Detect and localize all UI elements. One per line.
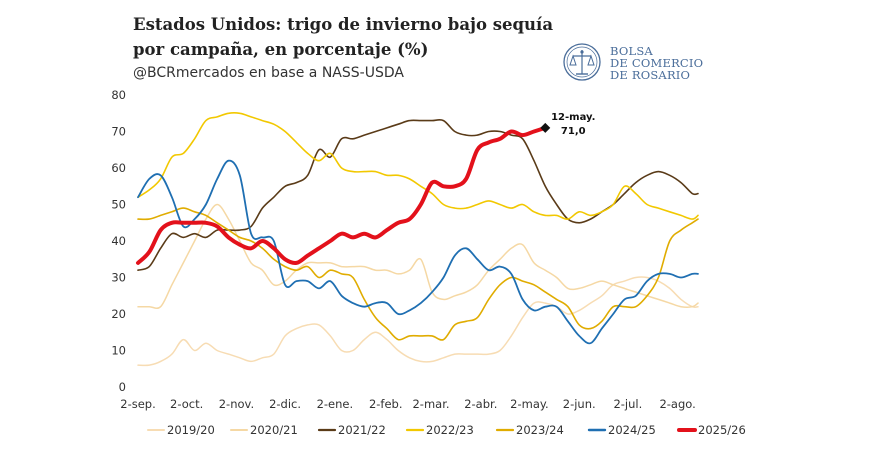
x-tick-label: 2-mar. bbox=[412, 397, 449, 411]
series-line-2022-23 bbox=[137, 111, 699, 220]
legend-label: 2025/26 bbox=[698, 423, 746, 437]
y-tick-label: 40 bbox=[111, 234, 126, 248]
logo-line-2: DE COMERCIO bbox=[610, 56, 704, 70]
x-tick-label: 2-feb. bbox=[369, 397, 403, 411]
x-tick-label: 2-may. bbox=[510, 397, 549, 411]
x-tick-label: 2-dic. bbox=[269, 397, 301, 411]
series-line-2025-26 bbox=[136, 125, 548, 266]
x-tick-label: 2-jul. bbox=[613, 397, 642, 411]
legend-label: 2019/20 bbox=[167, 423, 215, 437]
y-tick-label: 20 bbox=[111, 307, 126, 321]
y-tick-label: 70 bbox=[111, 125, 126, 139]
logo-line-1: BOLSA bbox=[610, 44, 653, 58]
y-tick-label: 10 bbox=[111, 344, 126, 358]
series-line-2023-24 bbox=[137, 207, 699, 341]
logo-line-3: DE ROSARIO bbox=[610, 68, 691, 82]
legend-label: 2021/22 bbox=[338, 423, 386, 437]
y-tick-label: 50 bbox=[111, 198, 126, 212]
legend-label: 2024/25 bbox=[608, 423, 656, 437]
y-tick-label: 60 bbox=[111, 161, 126, 175]
bcr-logo: BOLSA DE COMERCIO DE ROSARIO bbox=[562, 41, 712, 83]
series-line-2021-22 bbox=[137, 118, 699, 271]
series-line-2020-21 bbox=[137, 203, 699, 310]
x-tick-label: 2-jun. bbox=[563, 397, 596, 411]
x-tick-label: 2-oct. bbox=[170, 397, 203, 411]
y-tick-label: 0 bbox=[119, 380, 126, 394]
legend-label: 2020/21 bbox=[250, 423, 298, 437]
annotation-marker bbox=[540, 122, 551, 133]
bcr-emblem-icon bbox=[563, 43, 601, 81]
series-line-2024-25 bbox=[137, 159, 699, 345]
x-axis: 2-sep. 2-oct. 2-nov. 2-dic. 2-ene. 2-feb. 2-ma… bbox=[120, 397, 696, 411]
x-tick-label: 2-ago. bbox=[659, 397, 695, 411]
legend-label: 2023/24 bbox=[516, 423, 564, 437]
x-tick-label: 2-nov. bbox=[219, 397, 254, 411]
x-tick-label: 2-sep. bbox=[120, 397, 156, 411]
annotation-value-label: 71,0 bbox=[561, 126, 586, 137]
chart-title: Estados Unidos: trigo de invierno bajo s… bbox=[133, 15, 554, 59]
y-axis: 0 10 20 30 40 50 60 70 80 bbox=[111, 88, 126, 394]
legend-label: 2022/23 bbox=[426, 423, 474, 437]
series-line-2019-20 bbox=[137, 276, 699, 367]
y-tick-label: 30 bbox=[111, 271, 126, 285]
chart-subtitle: @BCRmercados en base a NASS-USDA bbox=[133, 65, 404, 81]
annotation-layer: 12-may. 71,0 bbox=[540, 112, 595, 137]
x-tick-label: 2-ene. bbox=[317, 397, 354, 411]
y-tick-label: 80 bbox=[111, 88, 126, 102]
series-layer bbox=[136, 111, 699, 367]
x-tick-label: 2-abr. bbox=[464, 397, 497, 411]
chart-legend: 2019/20 2020/21 2021/22 2022/23 2023/24 2024/… bbox=[146, 423, 746, 437]
annotation-date-label: 12-may. bbox=[551, 112, 595, 123]
